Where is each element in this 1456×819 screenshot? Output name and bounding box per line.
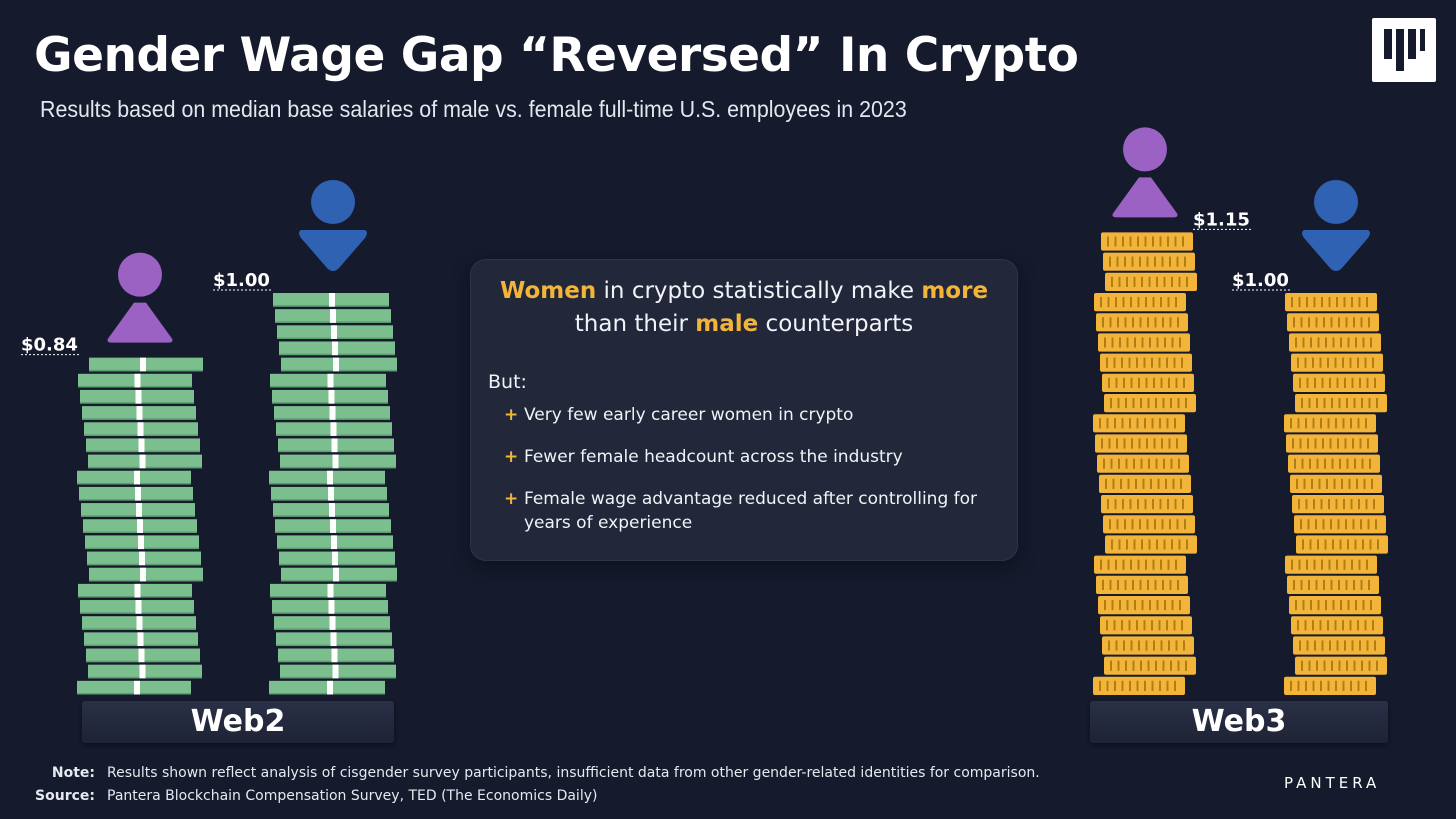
plus-icon: + xyxy=(504,489,519,509)
value-label: $0.84 xyxy=(21,335,78,356)
chart-subtitle: Results based on median base salaries of… xyxy=(40,96,907,122)
callout-panel: Women in crypto statistically make more … xyxy=(470,259,1018,561)
bullet-text: Female wage advantage reduced after cont… xyxy=(524,489,978,533)
headline-text: than their xyxy=(574,311,696,337)
headline-text: in crypto statistically make xyxy=(596,278,922,304)
female-person-icon xyxy=(1112,127,1178,218)
note-row: Note: Results shown reflect analysis of c… xyxy=(30,762,1040,785)
male-person-icon xyxy=(1302,180,1370,271)
bar-web3-series-2: $1.00 xyxy=(1232,270,1388,695)
note-text: Results shown reflect analysis of cisgen… xyxy=(107,765,1040,781)
category-label-web3: Web3 xyxy=(1090,701,1388,743)
brand-wordmark: PANTERA xyxy=(1284,774,1381,792)
but-label: But: xyxy=(488,371,527,393)
category-label-web2: Web2 xyxy=(82,701,394,743)
bullet-text: Fewer female headcount across the indust… xyxy=(524,447,903,467)
bullet-item: + Very few early career women in crypto xyxy=(504,403,994,427)
source-row: Source: Pantera Blockchain Compensation S… xyxy=(30,785,1040,808)
plus-icon: + xyxy=(504,447,519,467)
bar-web2-series-2: $1.00 xyxy=(213,270,397,695)
note-label: Note: xyxy=(51,765,95,781)
callout-headline: Women in crypto statistically make more … xyxy=(470,275,1018,341)
footer: Note: Results shown reflect analysis of c… xyxy=(30,762,1040,808)
pantera-logo-icon xyxy=(1372,18,1436,82)
bullet-text: Very few early career women in crypto xyxy=(524,405,854,425)
value-label: $1.00 xyxy=(213,270,270,291)
bar-web2-series-1: $0.84 xyxy=(21,335,203,695)
headline-text: counterparts xyxy=(758,311,914,337)
bullet-list: + Very few early career women in crypto + F… xyxy=(504,403,994,553)
highlight-word: male xyxy=(695,311,759,337)
highlight-word: Women xyxy=(499,278,597,304)
bullet-item: + Fewer female headcount across the indus… xyxy=(504,445,994,469)
chart-title: Gender Wage Gap “Reversed” In Crypto xyxy=(34,28,1079,83)
female-person-icon xyxy=(107,252,173,343)
highlight-word: more xyxy=(921,278,989,304)
value-label: $1.15 xyxy=(1193,209,1250,230)
male-person-icon xyxy=(299,180,367,271)
plus-icon: + xyxy=(504,405,519,425)
value-label: $1.00 xyxy=(1232,270,1289,291)
source-label: Source: xyxy=(35,788,95,804)
bullet-item: + Female wage advantage reduced after con… xyxy=(504,487,994,535)
source-text: Pantera Blockchain Compensation Survey, … xyxy=(107,788,598,804)
bar-web3-series-1: $1.15 xyxy=(1093,209,1251,695)
